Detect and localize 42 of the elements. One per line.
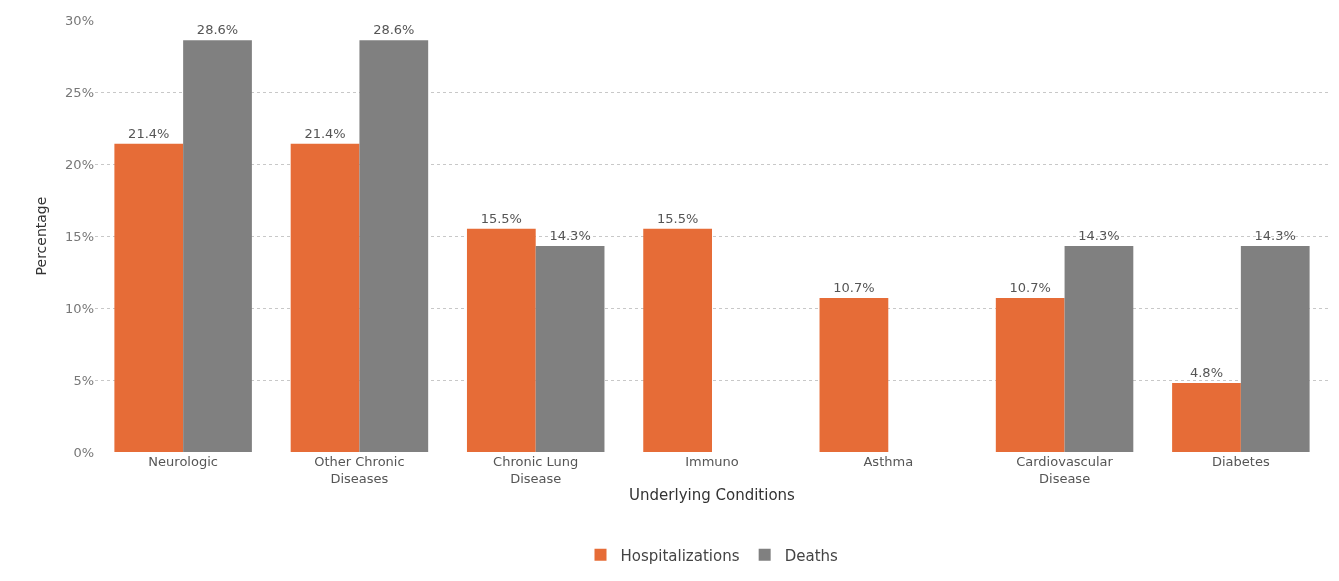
bar [535,246,605,452]
bar [114,143,184,452]
y-tick-label: 30% [65,12,94,28]
data-label: 15.5% [656,210,699,226]
bar [183,40,252,452]
x-tick-label: Other Chronic Diseases [314,454,405,486]
bar [359,40,429,452]
data-label: 4.8% [1189,364,1223,380]
bar [290,143,360,452]
x-tick-label: Neurologic [148,454,218,469]
y-tick-label: 5% [73,372,94,388]
data-label: 10.7% [833,279,875,295]
y-tick-label: 15% [65,228,94,244]
data-label: 14.3% [1078,228,1120,244]
y-tick-label: 25% [65,84,94,100]
bar [643,228,712,452]
data-label: 15.5% [480,210,522,226]
legend-label: Hospitalizations [620,546,740,565]
bar [1064,246,1134,452]
data-label: 21.4% [128,125,170,141]
bar [1240,246,1310,452]
x-tick-label: Chronic Lung Disease [493,454,579,486]
y-tick-label: 10% [65,300,94,316]
bar [819,297,889,452]
data-label: 14.3% [549,228,591,244]
bar [466,228,536,452]
x-tick-label: Immuno [685,454,739,469]
x-tick-label: Asthma [863,454,914,469]
data-label: 21.4% [304,125,346,141]
y-axis-title: Percentage [32,196,49,276]
x-tick-label: Cardiovascular Disease [1016,454,1114,486]
data-label: 28.6% [373,22,415,38]
legend-label: Deaths [784,546,839,565]
x-tick-label: Diabetes [1212,454,1270,469]
y-tick-label: 0% [73,444,94,460]
data-label: 28.6% [196,22,239,38]
data-label: 10.7% [1009,279,1051,295]
bar [1172,382,1241,452]
bar [995,297,1065,452]
y-tick-label: 20% [65,156,94,172]
x-axis-title: Underlying Conditions [629,485,796,504]
data-label: 14.3% [1254,228,1296,244]
